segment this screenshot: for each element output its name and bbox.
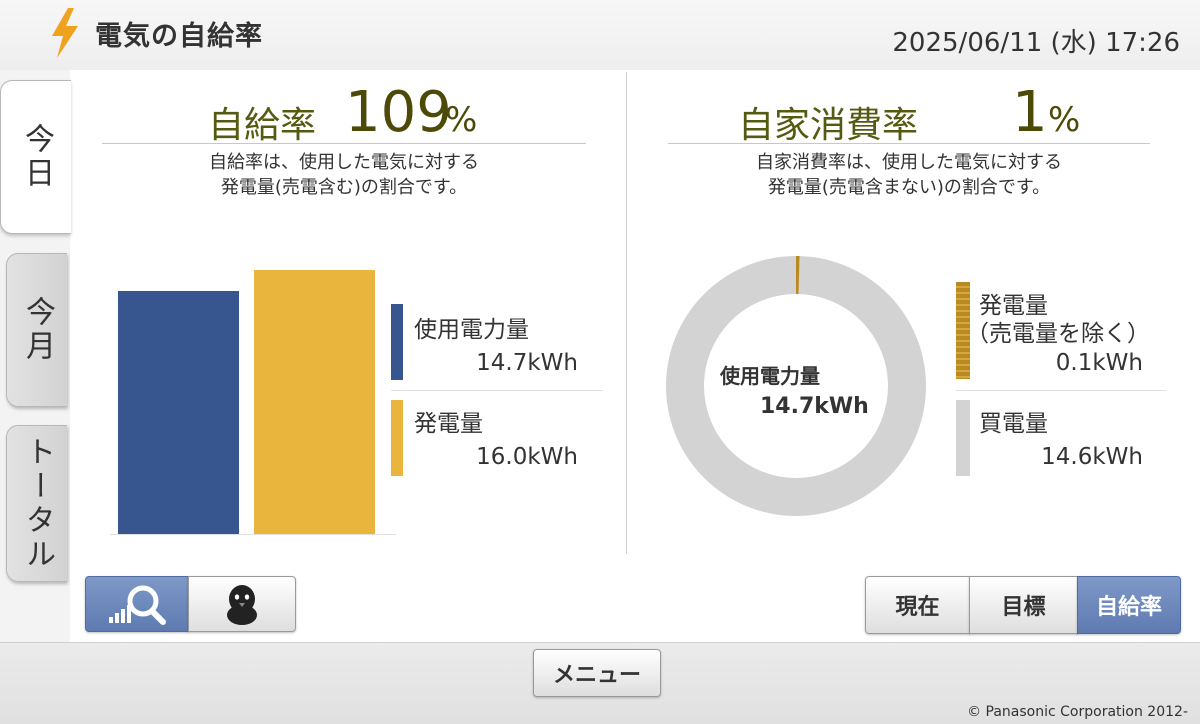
bar-baseline bbox=[110, 534, 396, 535]
self-consumption-label: 自家消費率 bbox=[738, 96, 918, 148]
legend-usage-value: 14.7kWh bbox=[414, 350, 578, 376]
menu-button-label: メニュー bbox=[553, 657, 641, 689]
penguin-icon bbox=[222, 582, 262, 626]
self-sufficiency-desc-line1: 自給率は、使用した電気に対する bbox=[102, 150, 586, 175]
tab-today[interactable]: 今日 bbox=[0, 80, 71, 234]
self-consumption-unit: % bbox=[1048, 100, 1080, 140]
mode-self-sufficiency-label: 自給率 bbox=[1096, 589, 1162, 621]
mode-current-label: 現在 bbox=[895, 589, 939, 621]
self-consumption-description: 自家消費率は、使用した電気に対する 発電量(売電含まない)の割合です。 bbox=[668, 150, 1150, 200]
tab-month-label: 今月 bbox=[15, 296, 59, 364]
self-sufficiency-value: 109 bbox=[345, 80, 452, 145]
mode-target-label: 目標 bbox=[1001, 589, 1045, 621]
tab-month[interactable]: 今月 bbox=[6, 253, 67, 407]
legend-purchased-swatch bbox=[956, 400, 970, 476]
mode-current-button[interactable]: 現在 bbox=[865, 576, 970, 634]
self-consumption-desc-line2: 発電量(売電含まない)の割合です。 bbox=[668, 175, 1150, 200]
tab-today-label: 今日 bbox=[14, 123, 58, 191]
header-bar: 電気の自給率 2025/06/11 (水) 17:26 bbox=[0, 0, 1200, 70]
self-consumption-rule bbox=[668, 143, 1150, 144]
self-consumption-desc-line1: 自家消費率は、使用した電気に対する bbox=[668, 150, 1150, 175]
lightning-bolt-icon bbox=[48, 8, 82, 58]
character-view-button[interactable] bbox=[188, 576, 296, 632]
self-consumption-value: 1 bbox=[1012, 80, 1048, 145]
legend-purchased-label: 買電量 bbox=[979, 404, 1048, 438]
graph-view-button[interactable] bbox=[85, 576, 189, 632]
donut-center-label: 使用電力量 bbox=[720, 360, 820, 389]
legend-self-consumed-value: 0.1kWh bbox=[979, 350, 1143, 376]
menu-button[interactable]: メニュー bbox=[533, 649, 661, 697]
tab-total-label: トータル bbox=[15, 436, 59, 572]
legend-usage-swatch bbox=[391, 304, 403, 380]
donut-center-value: 14.7kWh bbox=[760, 394, 869, 419]
legend-generation-label: 発電量 bbox=[414, 404, 483, 438]
panel-divider bbox=[626, 72, 627, 554]
legend-usage-label: 使用電力量 bbox=[414, 310, 529, 344]
legend-generation-value: 16.0kWh bbox=[414, 444, 578, 470]
legend-self-consumed-sub: （売電量を除く） bbox=[966, 314, 1150, 348]
legend-separator-right bbox=[956, 390, 1166, 391]
graph-search-icon bbox=[105, 583, 169, 625]
main-panel: 自給率 109 % 自給率は、使用した電気に対する 発電量(売電含む)の割合です… bbox=[70, 70, 1200, 642]
self-sufficiency-label: 自給率 bbox=[208, 96, 316, 148]
copyright-text: © Panasonic Corporation 2012- bbox=[967, 704, 1188, 720]
legend-purchased-value: 14.6kWh bbox=[979, 444, 1143, 470]
datetime-display: 2025/06/11 (水) 17:26 bbox=[892, 22, 1180, 59]
self-sufficiency-unit: % bbox=[445, 100, 477, 140]
legend-separator bbox=[391, 390, 603, 391]
self-sufficiency-description: 自給率は、使用した電気に対する 発電量(売電含む)の割合です。 bbox=[102, 150, 586, 200]
legend-generation-swatch bbox=[391, 400, 403, 476]
bar-generation bbox=[254, 270, 375, 534]
self-sufficiency-rule bbox=[102, 143, 586, 144]
mode-self-sufficiency-button[interactable]: 自給率 bbox=[1077, 576, 1181, 634]
footer-bar: メニュー © Panasonic Corporation 2012- bbox=[0, 642, 1200, 724]
app-title: 電気の自給率 bbox=[95, 14, 263, 53]
self-sufficiency-desc-line2: 発電量(売電含む)の割合です。 bbox=[102, 175, 586, 200]
mode-target-button[interactable]: 目標 bbox=[969, 576, 1078, 634]
tab-total[interactable]: トータル bbox=[6, 425, 67, 582]
bar-usage bbox=[118, 291, 239, 534]
